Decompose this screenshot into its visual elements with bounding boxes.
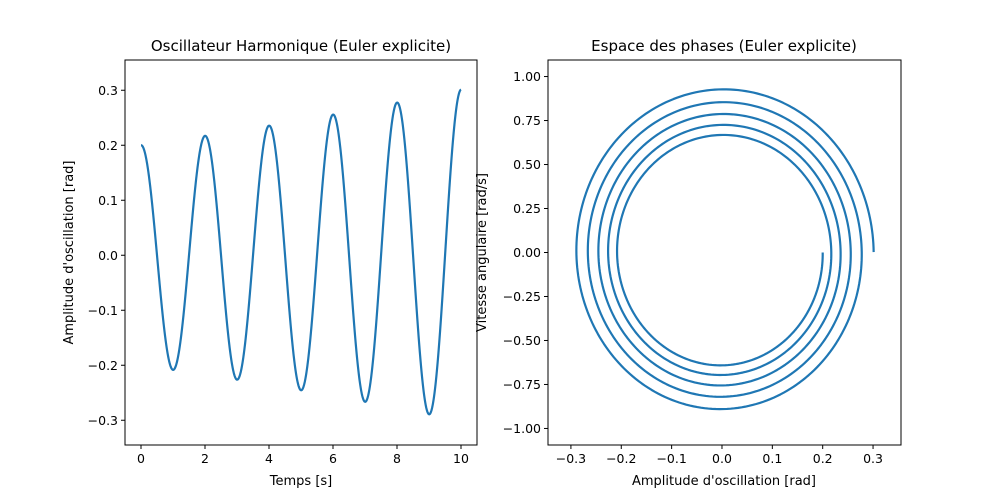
time-series-title: Oscillateur Harmonique (Euler explicite) <box>151 37 451 55</box>
time-series-plot-area <box>125 60 477 445</box>
time-series-xtick-label: 4 <box>265 451 273 466</box>
time-series-yticks: −0.3 −0.2 −0.1 0.0 0.1 0.2 0.3 <box>88 83 125 428</box>
phase-space-xlabel: Amplitude d'oscillation [rad] <box>632 474 816 489</box>
time-series-ylabel: Amplitude d'oscillation [rad] <box>62 161 77 345</box>
phase-space-ylabel: Vitesse angulaire [rad/s] <box>475 173 490 332</box>
phase-space-ytick-label: 1.00 <box>513 69 541 84</box>
phase-space-frame <box>547 59 902 446</box>
time-series-ytick-label: 0.0 <box>98 248 118 263</box>
phase-space-ytick-label: −0.25 <box>503 289 541 304</box>
time-series-ytick-label: 0.3 <box>98 83 118 98</box>
time-series-xtick-label: 10 <box>453 451 469 466</box>
time-series-axes: Oscillateur Harmonique (Euler explicite)… <box>62 37 478 489</box>
phase-space-ytick-label: −0.50 <box>503 333 541 348</box>
phase-space-ytick-label: −1.00 <box>503 421 541 436</box>
phase-space-yticks: −1.00 −0.75 −0.50 −0.25 0.00 0.25 0.50 0.75 1.00 <box>503 69 548 436</box>
phase-space-xtick-label: 0.2 <box>813 451 833 466</box>
phase-space-xtick-label: 0.1 <box>762 451 782 466</box>
time-series-xtick-label: 8 <box>393 451 401 466</box>
phase-space-xtick-label: −0.1 <box>656 451 686 466</box>
phase-space-xtick-label: 0.0 <box>712 451 732 466</box>
time-series-frame <box>124 59 478 446</box>
time-series-ytick-label: −0.1 <box>88 303 118 318</box>
phase-space-line <box>575 88 875 411</box>
time-series-xticks: 0 2 4 6 8 10 <box>137 445 469 466</box>
phase-space-axes: Espace des phases (Euler explicite) Ampl… <box>475 37 902 489</box>
phase-space-ytick-label: 0.25 <box>513 201 541 216</box>
phase-space-plot-area <box>548 60 901 445</box>
time-series-xtick-label: 6 <box>329 451 337 466</box>
time-series-ytick-label: −0.2 <box>88 358 118 373</box>
time-series-xtick-label: 0 <box>137 451 145 466</box>
time-series-ytick-label: −0.3 <box>88 413 118 428</box>
phase-space-ytick-label: 0.50 <box>513 157 541 172</box>
phase-space-ytick-label: 0.00 <box>513 245 541 260</box>
phase-space-ytick-label: −0.75 <box>503 377 541 392</box>
phase-space-xtick-label: −0.3 <box>556 451 586 466</box>
phase-space-xtick-label: −0.2 <box>606 451 636 466</box>
time-series-xlabel: Temps [s] <box>269 474 332 489</box>
time-series-xtick-label: 2 <box>201 451 209 466</box>
time-series-ytick-label: 0.2 <box>98 138 118 153</box>
time-series-ytick-label: 0.1 <box>98 193 118 208</box>
phase-space-xticks: −0.3 −0.2 −0.1 0.0 0.1 0.2 0.3 <box>556 445 883 466</box>
phase-space-ytick-label: 0.75 <box>513 113 541 128</box>
time-series-line <box>140 88 462 416</box>
phase-space-title: Espace des phases (Euler explicite) <box>591 37 857 55</box>
phase-space-xtick-label: 0.3 <box>863 451 883 466</box>
